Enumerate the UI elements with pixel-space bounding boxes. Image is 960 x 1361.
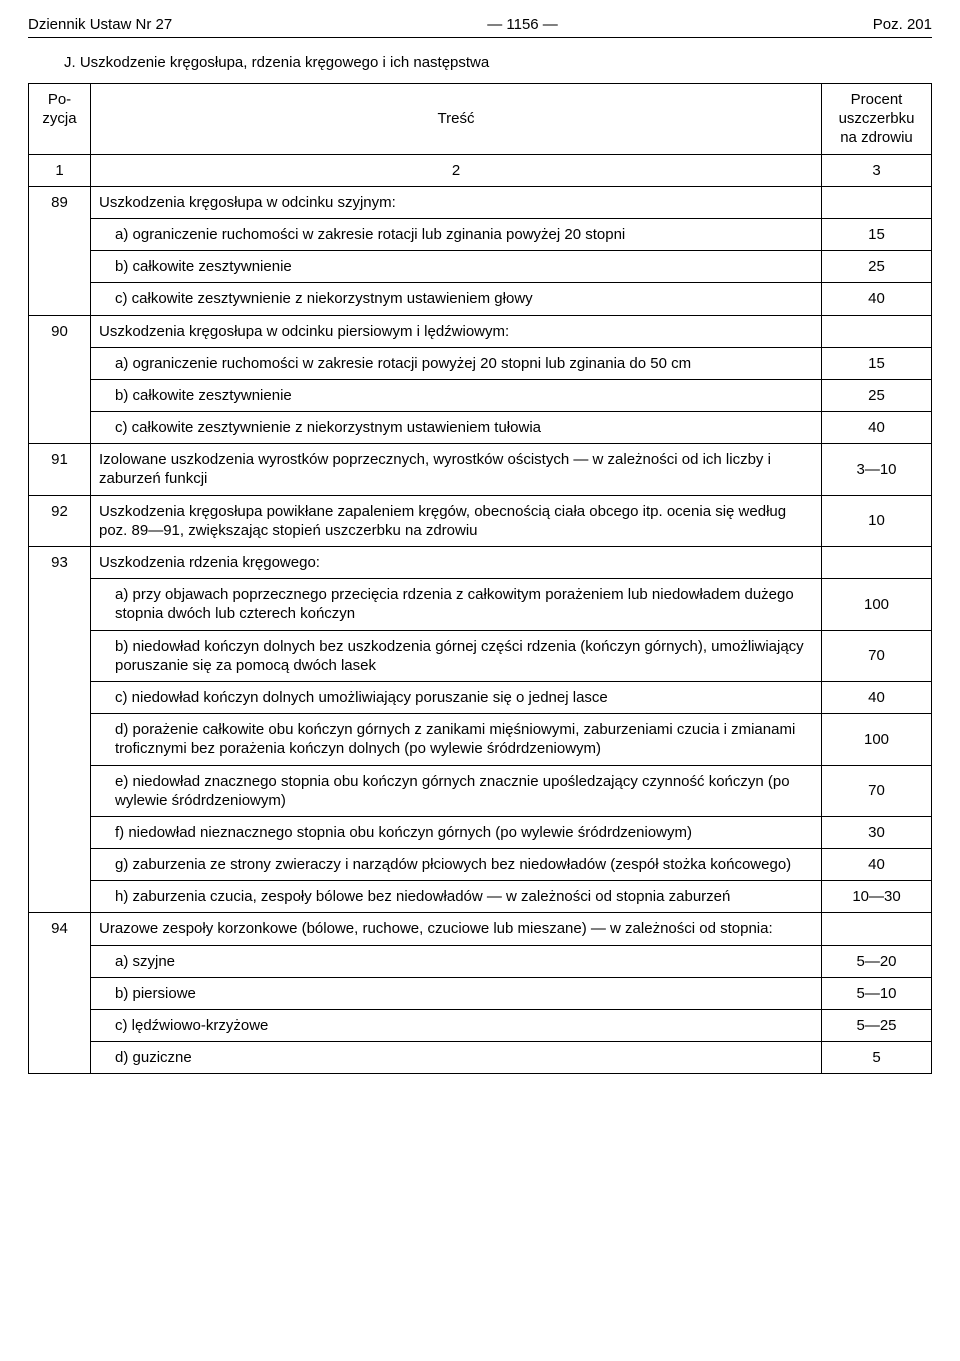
cell-pozycja: 93 [29, 547, 91, 913]
cell-procent: 10 [822, 495, 932, 546]
cell-tresc: Uszkodzenia kręgosłupa powikłane zapalen… [91, 495, 822, 546]
cell-procent: 70 [822, 765, 932, 816]
cell-tresc: a) szyjne [91, 945, 822, 977]
header-left: Dziennik Ustaw Nr 27 [28, 16, 172, 33]
cell-procent: 30 [822, 816, 932, 848]
section-title: J. Uszkodzenie kręgosłupa, rdzenia kręgo… [64, 54, 932, 71]
cell-tresc: c) całkowite zesztywnienie z niekorzystn… [91, 412, 822, 444]
table-row: b) niedowład kończyn dolnych bez uszkodz… [29, 630, 932, 681]
cell-procent: 5 [822, 1042, 932, 1074]
cell-tresc: e) niedowład znacznego stopnia obu kończ… [91, 765, 822, 816]
header-center: — 1156 — [487, 16, 558, 33]
cell-tresc: d) porażenie całkowite obu kończyn górny… [91, 714, 822, 765]
table-row: c) całkowite zesztywnienie z niekorzystn… [29, 283, 932, 315]
cell-tresc: Uszkodzenia rdzenia kręgowego: [91, 547, 822, 579]
cell-tresc: a) ograniczenie ruchomości w zakresie ro… [91, 347, 822, 379]
cell-tresc: Uszkodzenia kręgosłupa w odcinku piersio… [91, 315, 822, 347]
table-row: 94Urazowe zespoły korzonkowe (bólowe, ru… [29, 913, 932, 945]
cell-tresc: g) zaburzenia ze strony zwieraczy i narz… [91, 849, 822, 881]
table-row: b) całkowite zesztywnienie25 [29, 251, 932, 283]
cell-tresc: b) niedowład kończyn dolnych bez uszkodz… [91, 630, 822, 681]
cell-procent: 10—30 [822, 881, 932, 913]
table-row: d) porażenie całkowite obu kończyn górny… [29, 714, 932, 765]
table-body: 89Uszkodzenia kręgosłupa w odcinku szyjn… [29, 186, 932, 1074]
cell-procent [822, 547, 932, 579]
table-row: e) niedowład znacznego stopnia obu kończ… [29, 765, 932, 816]
cell-procent: 40 [822, 681, 932, 713]
cell-pozycja: 91 [29, 444, 91, 495]
table-row: a) przy objawach poprzecznego przecięcia… [29, 579, 932, 630]
cell-procent: 5—10 [822, 977, 932, 1009]
cell-tresc: d) guziczne [91, 1042, 822, 1074]
col-header-pozycja: Po- zycja [29, 84, 91, 155]
cell-tresc: h) zaburzenia czucia, zespoły bólowe bez… [91, 881, 822, 913]
cell-pozycja: 90 [29, 315, 91, 444]
table-row: a) szyjne5—20 [29, 945, 932, 977]
cell-procent: 25 [822, 379, 932, 411]
cell-procent [822, 186, 932, 218]
cell-procent [822, 315, 932, 347]
cell-tresc: c) lędźwiowo-krzyżowe [91, 1010, 822, 1042]
cell-procent [822, 913, 932, 945]
table-row: c) całkowite zesztywnienie z niekorzystn… [29, 412, 932, 444]
header-right: Poz. 201 [873, 16, 932, 33]
document-page: Dziennik Ustaw Nr 27 — 1156 — Poz. 201 J… [0, 0, 960, 1102]
cell-procent: 5—20 [822, 945, 932, 977]
cell-procent: 3—10 [822, 444, 932, 495]
cell-procent: 100 [822, 579, 932, 630]
table-header-num-row: 1 2 3 [29, 154, 932, 186]
cell-tresc: b) piersiowe [91, 977, 822, 1009]
cell-procent: 40 [822, 283, 932, 315]
cell-pozycja: 94 [29, 913, 91, 1074]
cell-procent: 25 [822, 251, 932, 283]
cell-procent: 70 [822, 630, 932, 681]
cell-pozycja: 89 [29, 186, 91, 315]
table-row: 89Uszkodzenia kręgosłupa w odcinku szyjn… [29, 186, 932, 218]
table-row: 90Uszkodzenia kręgosłupa w odcinku piers… [29, 315, 932, 347]
table-row: b) piersiowe5—10 [29, 977, 932, 1009]
cell-procent: 15 [822, 218, 932, 250]
col-num-3: 3 [822, 154, 932, 186]
table-row: d) guziczne5 [29, 1042, 932, 1074]
cell-tresc: Uszkodzenia kręgosłupa w odcinku szyjnym… [91, 186, 822, 218]
col-header-procent: Procent uszczerbku na zdrowiu [822, 84, 932, 155]
cell-tresc: c) całkowite zesztywnienie z niekorzystn… [91, 283, 822, 315]
table-row: h) zaburzenia czucia, zespoły bólowe bez… [29, 881, 932, 913]
cell-procent: 40 [822, 412, 932, 444]
table-row: c) lędźwiowo-krzyżowe5—25 [29, 1010, 932, 1042]
cell-pozycja: 92 [29, 495, 91, 546]
page-header: Dziennik Ustaw Nr 27 — 1156 — Poz. 201 [28, 16, 932, 38]
cell-tresc: f) niedowład nieznacznego stopnia obu ko… [91, 816, 822, 848]
table-row: f) niedowład nieznacznego stopnia obu ko… [29, 816, 932, 848]
table-header-row: Po- zycja Treść Procent uszczerbku na zd… [29, 84, 932, 155]
table-row: c) niedowład kończyn dolnych umożliwiają… [29, 681, 932, 713]
cell-procent: 100 [822, 714, 932, 765]
col-num-2: 2 [91, 154, 822, 186]
table-row: g) zaburzenia ze strony zwieraczy i narz… [29, 849, 932, 881]
cell-tresc: Izolowane uszkodzenia wyrostków poprzecz… [91, 444, 822, 495]
cell-procent: 5—25 [822, 1010, 932, 1042]
cell-tresc: Urazowe zespoły korzonkowe (bólowe, ruch… [91, 913, 822, 945]
cell-procent: 40 [822, 849, 932, 881]
cell-procent: 15 [822, 347, 932, 379]
col-num-1: 1 [29, 154, 91, 186]
cell-tresc: b) całkowite zesztywnienie [91, 379, 822, 411]
table-row: 92Uszkodzenia kręgosłupa powikłane zapal… [29, 495, 932, 546]
cell-tresc: c) niedowład kończyn dolnych umożliwiają… [91, 681, 822, 713]
table-row: b) całkowite zesztywnienie25 [29, 379, 932, 411]
cell-tresc: b) całkowite zesztywnienie [91, 251, 822, 283]
col-header-tresc: Treść [91, 84, 822, 155]
table-row: 91Izolowane uszkodzenia wyrostków poprze… [29, 444, 932, 495]
table-row: 93Uszkodzenia rdzenia kręgowego: [29, 547, 932, 579]
damage-table: Po- zycja Treść Procent uszczerbku na zd… [28, 83, 932, 1074]
cell-tresc: a) przy objawach poprzecznego przecięcia… [91, 579, 822, 630]
table-row: a) ograniczenie ruchomości w zakresie ro… [29, 218, 932, 250]
cell-tresc: a) ograniczenie ruchomości w zakresie ro… [91, 218, 822, 250]
table-row: a) ograniczenie ruchomości w zakresie ro… [29, 347, 932, 379]
